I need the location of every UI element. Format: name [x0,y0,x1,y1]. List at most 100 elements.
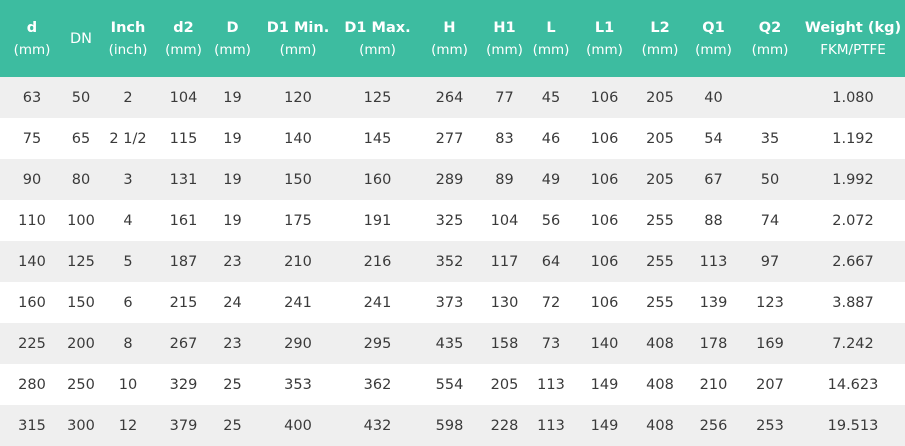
table-row: 280 250 10 329 25 353 362 554 205 113 149 408 210 207… [0,364,905,405]
table-cell: 215 [169,294,198,311]
table-cell: 74 [760,212,780,229]
table-cell: 352 [435,253,464,270]
table-cell: 205 [490,376,519,393]
table-cell: 54 [704,130,723,147]
col-header-q2: Q2 (mm) [739,0,801,77]
table-cell: 77 [495,89,514,106]
table-row: 90 80 3 131 19 150 160 289 89 49 106 205 67 50 1.992 [0,159,905,200]
table-cell: 23 [223,335,242,352]
table-cell: 150 [67,294,95,311]
table-cell: 115 [169,130,198,147]
table-cell: 46 [541,130,561,147]
table-cell: 4 [123,212,133,229]
table-cell: 241 [363,294,392,311]
col-header-label: L2 [650,19,670,36]
table-row: 160 150 6 215 24 241 241 373 130 72 106 255 139 123 3.… [0,282,905,323]
table-cell: 100 [67,212,95,229]
col-header-unit: (mm) [279,41,317,58]
table-cell: 83 [495,130,514,147]
table-cell: 19 [223,212,242,229]
table-cell: 140 [284,130,312,147]
table-cell: 50 [760,171,780,188]
table-cell: 210 [699,376,728,393]
table-cell: 149 [590,417,619,434]
table-cell: 379 [169,417,198,434]
table-cell: 64 [541,253,561,270]
col-header-label: d [26,19,38,36]
table-cell: 19 [223,171,242,188]
col-header-label: H1 [493,19,516,36]
table-cell: 2 1/2 [109,130,147,147]
table-cell: 131 [169,171,198,188]
table-cell: 90 [22,171,42,188]
col-header-h1: H1 (mm) [484,0,525,77]
table-cell: 216 [363,253,392,270]
table-cell: 160 [363,171,392,188]
table-cell: 140 [18,253,46,270]
table-cell: 97 [760,253,780,270]
table-cell: 139 [699,294,728,311]
table-cell: 158 [490,335,519,352]
table-cell: 408 [646,335,674,352]
table-cell: 25 [223,376,242,393]
table-cell: 3.887 [832,294,874,311]
table-cell: 88 [704,212,723,229]
table-cell: 207 [756,376,784,393]
table-cell: 373 [435,294,464,311]
table-cell: 72 [541,294,561,311]
col-header-unit: (mm) [214,41,251,58]
col-header-unit: (mm) [486,41,523,58]
col-header-unit: (mm) [431,41,468,58]
table-cell: 123 [756,294,784,311]
table-cell: 228 [490,417,519,434]
col-header-unit: (mm) [751,41,789,58]
col-header-l1: L1 (mm) [577,0,632,77]
col-header-label: L1 [594,19,615,36]
table-cell: 277 [435,130,464,147]
table-cell: 110 [18,212,46,229]
table-cell: 19.513 [827,417,879,434]
table-cell: 7.242 [832,335,874,352]
col-header-label: H [443,19,456,36]
table-cell: 1.192 [832,130,874,147]
table-cell: 106 [590,212,619,229]
table-cell: 1.080 [832,89,874,106]
table-cell: 1.992 [832,171,874,188]
table-cell: 295 [363,335,392,352]
col-header-label: D [226,19,239,36]
table-cell: 80 [71,171,91,188]
col-header-label: Q1 [702,19,725,36]
table-row: 63 50 2 104 19 120 125 264 77 45 106 205 40 1.080 [0,77,905,118]
table-cell: 432 [363,417,392,434]
table-cell: 300 [67,417,95,434]
table-cell: 49 [541,171,561,188]
col-header-d1-max: D1 Max. (mm) [340,0,415,77]
col-header-label: D1 Max. [344,19,411,36]
table-cell: 73 [541,335,561,352]
table-cell: 205 [646,130,674,147]
table-header: d (mm) DN Inch (inch) d2 (mm) D (mm) D1 … [0,0,905,77]
table-cell: 250 [67,376,95,393]
table-cell: 106 [590,89,619,106]
table-cell: 12 [118,417,138,434]
col-header-weight: Weight (kg) FKM/PTFE [801,0,905,77]
table-cell: 175 [284,212,312,229]
table-cell: 191 [363,212,392,229]
table-cell: 289 [435,171,464,188]
table-row: 315 300 12 379 25 400 432 598 228 113 149 408 256 253… [0,405,905,446]
table-cell: 24 [223,294,242,311]
table-cell: 255 [646,294,674,311]
table-row: 140 125 5 187 23 210 216 352 117 64 106 255 113 97 2.6… [0,241,905,282]
col-header-unit: (mm) [359,41,396,58]
table-cell: 353 [284,376,312,393]
table-cell: 145 [363,130,392,147]
table-cell: 255 [646,253,674,270]
table-cell: 130 [490,294,519,311]
table-row: 75 65 2 1/2 115 19 140 145 277 83 46 106 205 54 35 1.1… [0,118,905,159]
col-header-unit: (mm) [641,41,679,58]
table-cell: 241 [284,294,312,311]
table-cell [739,77,801,118]
table-cell: 187 [169,253,198,270]
table-cell: 253 [756,417,784,434]
table-row: 110 100 4 161 19 175 191 325 104 56 106 255 88 74 2.07… [0,200,905,241]
